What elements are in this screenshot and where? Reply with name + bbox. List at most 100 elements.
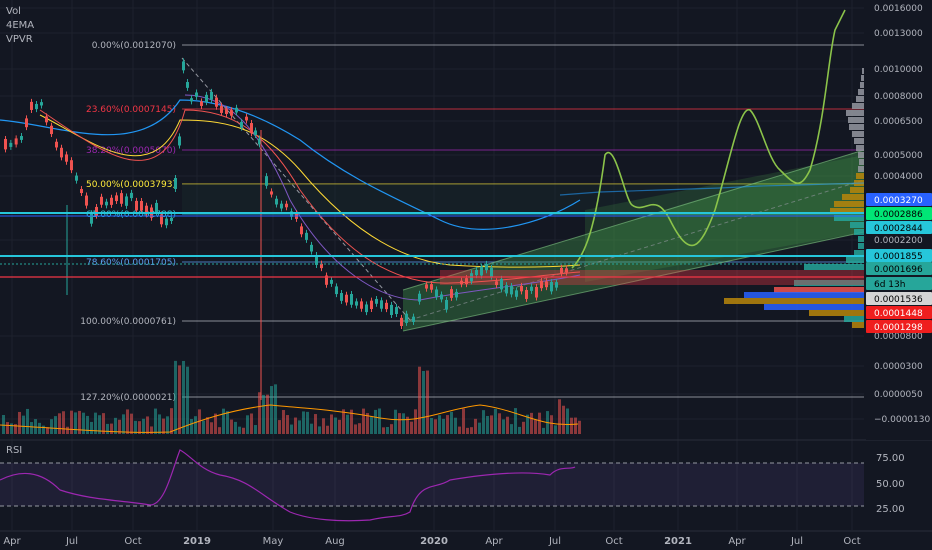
candle-body [90, 213, 93, 224]
candle-body [165, 218, 168, 226]
candle-body [535, 286, 538, 298]
volume-bar [26, 408, 29, 434]
price-axis[interactable]: 0.0016000 0.0013000 0.0010000 0.0008000 0.00… [866, 0, 932, 440]
candle-body [195, 92, 198, 97]
volume-bar [74, 412, 77, 434]
time-axis-label: 2020 [420, 536, 448, 547]
candle-body [330, 279, 333, 284]
candle-body [75, 175, 78, 181]
candle-body [360, 301, 363, 309]
price-tag-label: 0.0001536 [874, 295, 923, 305]
price-tag-label: 0.0003270 [874, 196, 923, 206]
volume-bar [110, 423, 113, 434]
volume-bar [234, 421, 237, 434]
time-axis-label: Jul [790, 536, 803, 547]
candle-body [320, 263, 323, 269]
vpvr-bar [854, 138, 864, 144]
volume-bar [114, 417, 117, 434]
vpvr-bar [861, 75, 864, 81]
volume-bar [330, 414, 333, 434]
projection-line[interactable] [571, 9, 846, 269]
candle-body [4, 138, 7, 150]
candle-body [385, 302, 388, 310]
candle-body [370, 300, 373, 310]
candle-body [125, 196, 128, 206]
candle-body [530, 286, 533, 291]
indicator-ema[interactable]: 4EMA [6, 20, 35, 31]
candle-body [455, 291, 458, 298]
channel-fill-lower [585, 155, 864, 282]
candle-body [550, 281, 553, 292]
candle-body [310, 244, 313, 252]
volume-bar [342, 409, 345, 434]
rsi-pane: 75.00 50.00 25.00 [0, 449, 905, 522]
time-axis[interactable]: Apr Jul Oct 2019 May Aug 2020 Apr Jul Oct 2021 Apr J… [3, 536, 860, 547]
indicator-vpvr[interactable]: VPVR [6, 34, 33, 45]
ema-blue-2 [559, 182, 865, 196]
channel-fill-upper [403, 150, 864, 331]
volume-bar [318, 426, 321, 434]
candle-body [425, 284, 428, 289]
candle-body [182, 61, 185, 71]
price-tag-bg [866, 306, 932, 319]
price-tag-label: 6d 13h [874, 280, 905, 290]
vpvr-bar [852, 131, 864, 137]
volume-bar [434, 419, 437, 434]
candle-body [450, 289, 453, 298]
volume-bar [98, 415, 101, 434]
candle-body [555, 282, 558, 288]
volume-bar [374, 409, 377, 434]
volume-bar [254, 425, 257, 434]
candle-body [200, 101, 203, 106]
vpvr-bar [830, 208, 864, 214]
volume-bar [366, 413, 369, 434]
volume-bar [298, 420, 301, 434]
candle-body [60, 147, 63, 158]
horizontal-levels[interactable] [0, 212, 864, 278]
vpvr-bar [834, 215, 864, 221]
time-axis-label: Oct [605, 536, 622, 547]
volume-bar [6, 422, 9, 434]
candle-body [445, 299, 448, 310]
volume-bar [126, 409, 129, 434]
vpvr-bar [794, 280, 864, 286]
price-axis-label: 0.0010000 [874, 65, 923, 75]
candle-body [380, 300, 383, 309]
fib-level-label: 38.20%(0.0005070) [86, 146, 176, 156]
volume-bar [526, 414, 529, 434]
volume-bar [394, 409, 397, 434]
volume-bar [194, 416, 197, 434]
volume-bar [334, 417, 337, 434]
volume-bar [146, 416, 149, 434]
candle-body [430, 284, 433, 290]
volume-bar [198, 409, 201, 434]
volume-bar [486, 415, 489, 434]
vpvr-bar [858, 89, 864, 95]
time-axis-label: Apr [3, 536, 21, 547]
candle-body [480, 266, 483, 276]
rsi-axis-label: 75.00 [876, 453, 905, 464]
volume-bar [78, 410, 81, 434]
candle-body [335, 286, 338, 295]
volume-bar [506, 416, 509, 434]
candle-body [275, 198, 278, 205]
vpvr-bar [856, 96, 864, 102]
candlesticks[interactable] [4, 58, 568, 400]
time-axis-label: Aug [325, 536, 345, 547]
candle-body [80, 189, 83, 194]
candle-body [230, 110, 233, 116]
candle-body [186, 82, 189, 88]
price-tag-bg [866, 320, 932, 333]
candle-body [40, 102, 43, 106]
indicator-rsi[interactable]: RSI [6, 445, 23, 456]
price-axis-label: −0.0000130 [874, 415, 930, 425]
indicator-vol[interactable]: Vol [6, 6, 21, 17]
price-tag-bg [866, 277, 932, 290]
candle-body [130, 192, 133, 199]
vpvr-bar [834, 201, 864, 207]
volume-bar [258, 392, 261, 434]
volume-bar [178, 365, 181, 434]
volume-bar [274, 384, 277, 434]
volume-bar [462, 408, 465, 434]
